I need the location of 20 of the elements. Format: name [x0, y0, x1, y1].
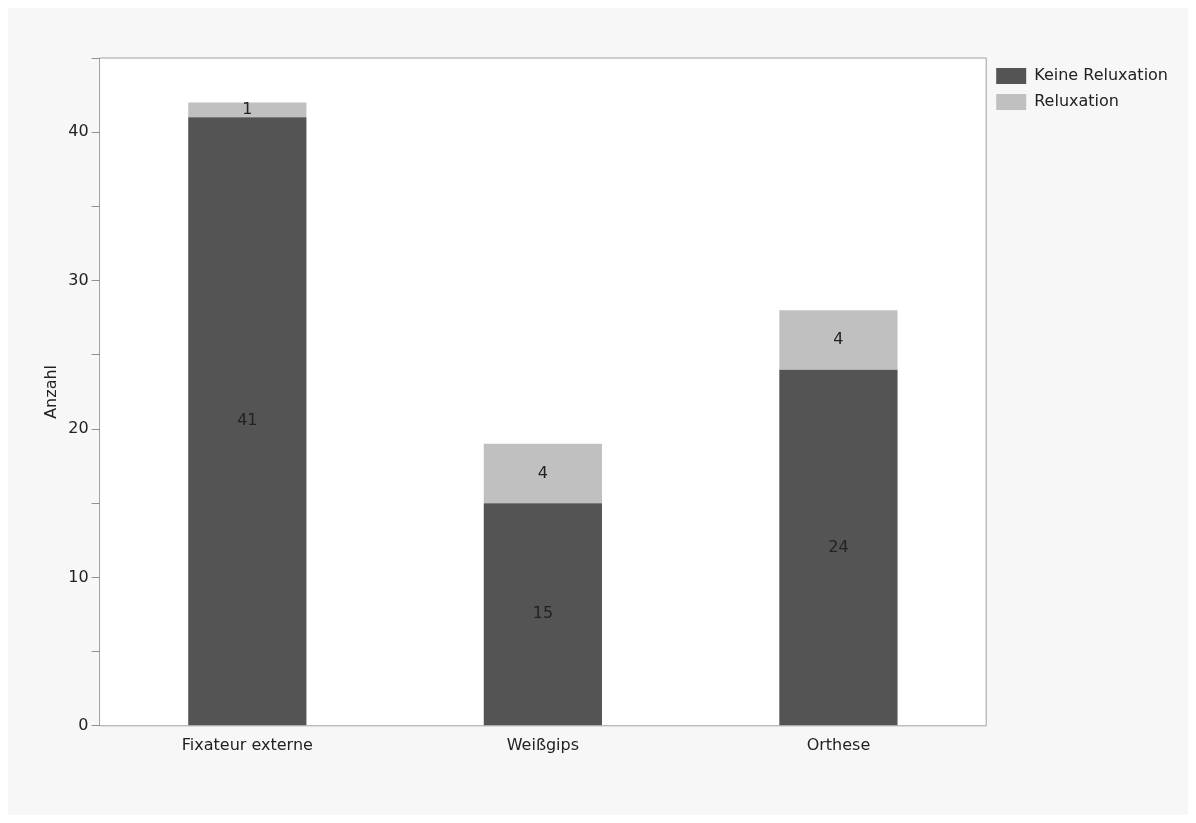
data-label: 4: [833, 329, 844, 349]
x-tick-label: Fixateur externe: [181, 734, 313, 754]
bar: [779, 310, 898, 370]
bar: [188, 102, 307, 118]
data-label: 1: [242, 99, 253, 119]
y-axis-title: Anzahl: [40, 364, 60, 419]
x-tick-label: Weißgips: [506, 734, 580, 754]
y-tick-label: 30: [68, 269, 89, 289]
bar: [779, 369, 898, 726]
y-tick-label: 40: [68, 121, 89, 141]
y-tick-label: 20: [68, 418, 89, 438]
legend-label: Keine Reluxation: [1034, 65, 1169, 85]
y-tick-label: 0: [78, 714, 89, 734]
bar: [188, 117, 307, 726]
x-tick-label: Orthese: [806, 734, 871, 754]
bar: [483, 503, 602, 726]
legend-label: Reluxation: [1034, 91, 1119, 111]
y-tick-label: 10: [68, 566, 89, 586]
data-label: 4: [537, 462, 548, 482]
bar: [483, 443, 602, 504]
